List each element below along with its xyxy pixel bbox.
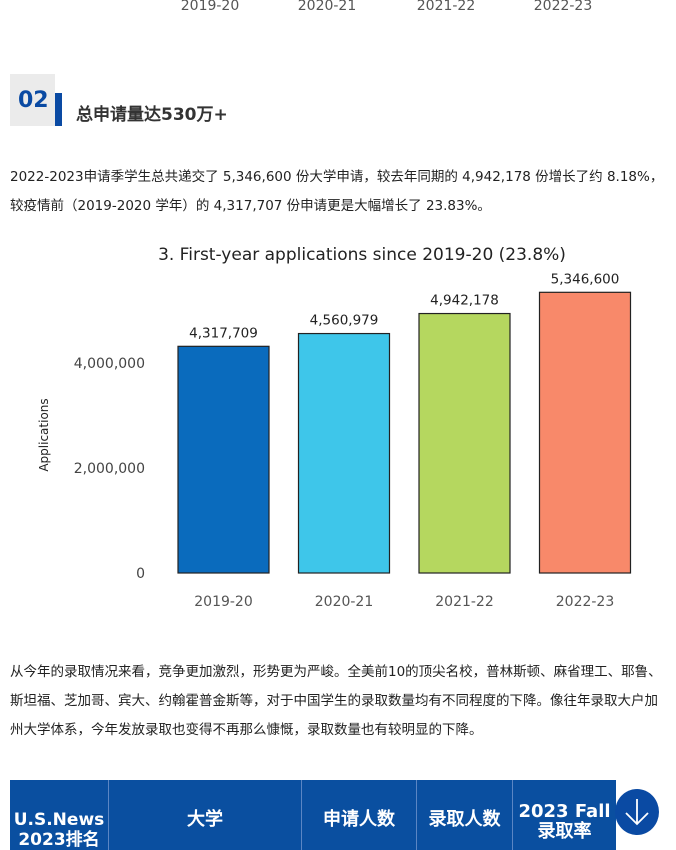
data-label: 5,346,600 xyxy=(551,271,620,287)
x-tick-label: 2021-22 xyxy=(435,594,494,610)
th-rank: U.S.News 2023排名 xyxy=(10,780,109,850)
x-tick-label: 2019-20 xyxy=(194,594,253,610)
x-tick-label: 2020-21 xyxy=(315,594,374,610)
bar-2022-23 xyxy=(538,291,632,574)
data-label: 4,942,178 xyxy=(430,293,499,309)
chart-title: 3. First-year applications since 2019-20… xyxy=(158,245,566,265)
prev-x-label: 2020-21 xyxy=(297,0,357,14)
paragraph-applications: 2022-2023申请季学生总共递交了 5,346,600 份大学申请，较去年同… xyxy=(10,169,664,214)
arrow-down-icon xyxy=(625,799,649,826)
section-number-box xyxy=(10,74,55,126)
prev-x-label: 2021-22 xyxy=(416,0,476,14)
data-label: 4,560,979 xyxy=(310,313,379,329)
section-title: 总申请量达530万+ xyxy=(76,105,228,125)
bar-2020-21 xyxy=(297,332,391,574)
th-university: 大学 xyxy=(109,780,302,850)
applications-bar-chart: 3. First-year applications since 2019-20… xyxy=(37,245,632,610)
prev-x-label: 2019-20 xyxy=(180,0,240,14)
section-number: 02 xyxy=(18,88,49,113)
th-admitted: 录取人数 xyxy=(417,780,513,850)
y-tick-label: 4,000,000 xyxy=(74,356,145,372)
x-tick-label: 2022-23 xyxy=(556,594,615,610)
table-header: U.S.News 2023排名 大学 申请人数 录取人数 2023 Fall 录… xyxy=(10,780,616,850)
data-label: 4,317,709 xyxy=(189,325,258,341)
y-tick-label: 0 xyxy=(136,566,145,582)
bar-2021-22 xyxy=(418,312,511,574)
paragraph-admissions: 从今年的录取情况来看，竞争更加激烈，形势更为严峻。全美前10的顶尖名校，普林斯顿… xyxy=(10,664,662,738)
th-applicants: 申请人数 xyxy=(302,780,417,850)
y-tick-label: 2,000,000 xyxy=(74,461,145,477)
scroll-down-button[interactable] xyxy=(615,789,659,835)
y-axis-label: Applications xyxy=(37,398,51,471)
th-admit-rate: 2023 Fall 录取率 xyxy=(518,801,611,842)
section-accent-bar xyxy=(55,93,62,126)
prev-x-label: 2022-23 xyxy=(533,0,593,14)
bar-2019-20 xyxy=(177,345,270,574)
